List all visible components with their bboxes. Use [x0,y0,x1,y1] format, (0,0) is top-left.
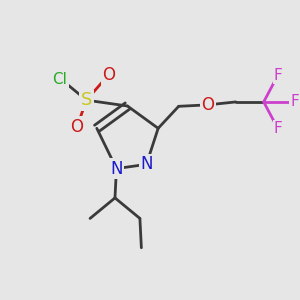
Text: S: S [81,91,92,109]
Text: Cl: Cl [52,71,68,86]
Text: F: F [274,68,283,83]
Text: F: F [274,121,283,136]
Text: N: N [140,155,153,173]
Text: O: O [70,118,83,136]
Text: O: O [202,96,214,114]
Text: F: F [291,94,299,110]
Text: N: N [110,160,123,178]
Text: O: O [102,66,115,84]
